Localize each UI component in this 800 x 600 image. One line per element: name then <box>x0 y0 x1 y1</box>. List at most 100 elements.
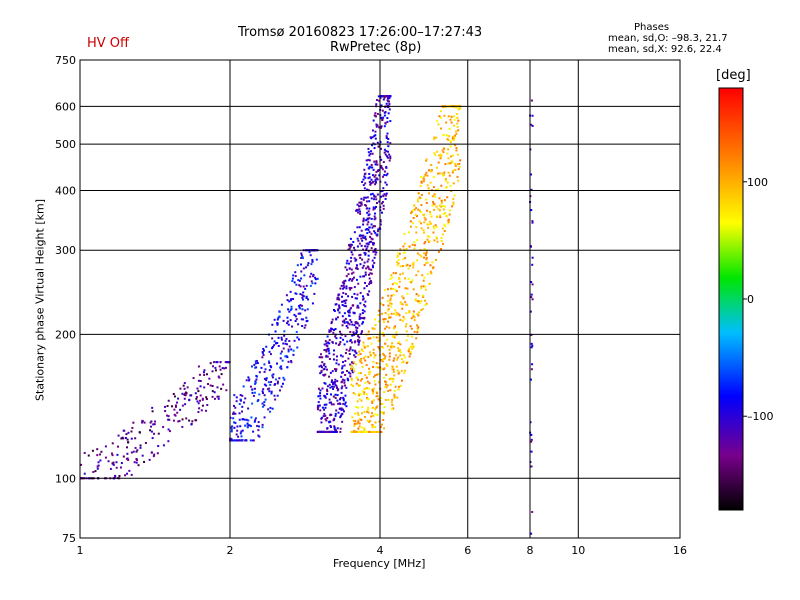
scatter-point <box>336 394 339 397</box>
scatter-point <box>283 330 286 333</box>
scatter-point <box>367 158 370 161</box>
scatter-point <box>349 372 352 375</box>
scatter-point <box>451 171 454 174</box>
scatter-point <box>385 386 388 389</box>
scatter-point <box>530 293 533 296</box>
scatter-point <box>376 112 379 115</box>
scatter-point <box>328 358 331 361</box>
scatter-point <box>299 285 302 288</box>
scatter-point <box>214 366 217 369</box>
scatter-point <box>360 201 363 204</box>
scatter-point <box>203 373 206 376</box>
scatter-point <box>378 99 381 102</box>
scatter-point <box>339 336 342 339</box>
scatter-point <box>285 322 288 325</box>
scatter-point <box>361 406 364 409</box>
scatter-point <box>412 261 415 264</box>
scatter-point <box>371 136 374 139</box>
scatter-point <box>429 270 432 273</box>
scatter-point <box>353 231 356 234</box>
scatter-point <box>257 434 260 437</box>
scatter-point <box>382 304 385 307</box>
scatter-point <box>394 385 397 388</box>
scatter-point <box>378 420 381 423</box>
scatter-point <box>360 412 363 415</box>
scatter-point <box>344 266 347 269</box>
scatter-point <box>374 183 377 186</box>
scatter-point <box>325 348 328 351</box>
scatter-point <box>366 232 369 235</box>
scatter-point <box>261 352 264 355</box>
scatter-point <box>358 359 361 362</box>
scatter-point <box>132 421 135 424</box>
scatter-point <box>396 255 399 258</box>
scatter-point <box>355 209 358 212</box>
scatter-point <box>336 316 339 319</box>
scatter-point <box>305 295 308 298</box>
scatter-point <box>349 260 352 263</box>
scatter-point <box>343 381 346 384</box>
scatter-point <box>359 253 362 256</box>
scatter-point <box>368 382 371 385</box>
scatter-point <box>280 350 283 353</box>
scatter-point <box>320 366 323 369</box>
scatter-point <box>423 256 426 259</box>
scatter-point <box>238 439 241 442</box>
scatter-point <box>389 345 392 348</box>
scatter-point <box>455 149 458 152</box>
scatter-point <box>408 347 411 350</box>
scatter-point <box>374 383 377 386</box>
scatter-point <box>326 347 329 350</box>
scatter-point <box>364 359 367 362</box>
scatter-point <box>367 356 370 359</box>
scatter-point <box>364 273 367 276</box>
scatter-point <box>346 340 349 343</box>
scatter-point <box>375 160 378 163</box>
scatter-point <box>339 407 342 410</box>
scatter-point <box>354 412 357 415</box>
scatter-point <box>362 234 365 237</box>
scatter-point <box>292 274 295 277</box>
scatter-point <box>245 379 248 382</box>
scatter-point <box>350 320 353 323</box>
scatter-point <box>456 126 459 129</box>
scatter-point <box>397 356 400 359</box>
scatter-point <box>310 263 313 266</box>
scatter-point <box>529 421 532 424</box>
scatter-point <box>418 220 421 223</box>
scatter-point <box>235 439 238 442</box>
scatter-point <box>356 293 359 296</box>
scatter-point <box>325 354 328 357</box>
scatter-point <box>383 125 386 128</box>
scatter-point <box>385 373 388 376</box>
scatter-point <box>347 273 350 276</box>
scatter-point <box>337 363 340 366</box>
scatter-point <box>350 377 353 380</box>
scatter-point <box>277 336 280 339</box>
scatter-point <box>332 385 335 388</box>
scatter-point <box>386 156 389 159</box>
scatter-point <box>288 345 291 348</box>
scatter-point <box>269 383 272 386</box>
scatter-point <box>356 304 359 307</box>
scatter-point <box>437 161 440 164</box>
scatter-point <box>326 393 329 396</box>
scatter-point <box>268 361 271 364</box>
scatter-point <box>289 308 292 311</box>
scatter-point <box>298 279 301 282</box>
scatter-point <box>238 403 241 406</box>
scatter-point <box>411 222 414 225</box>
scatter-point <box>344 373 347 376</box>
scatter-point <box>183 387 186 390</box>
scatter-point <box>425 256 428 259</box>
scatter-point <box>121 436 124 439</box>
scatter-point <box>251 388 254 391</box>
scatter-point <box>373 198 376 201</box>
scatter-point <box>366 163 369 166</box>
scatter-point <box>369 279 372 282</box>
scatter-point <box>362 248 365 251</box>
scatter-point <box>366 196 369 199</box>
scatter-point <box>254 387 257 390</box>
scatter-point <box>357 430 360 433</box>
scatter-point <box>446 152 449 155</box>
